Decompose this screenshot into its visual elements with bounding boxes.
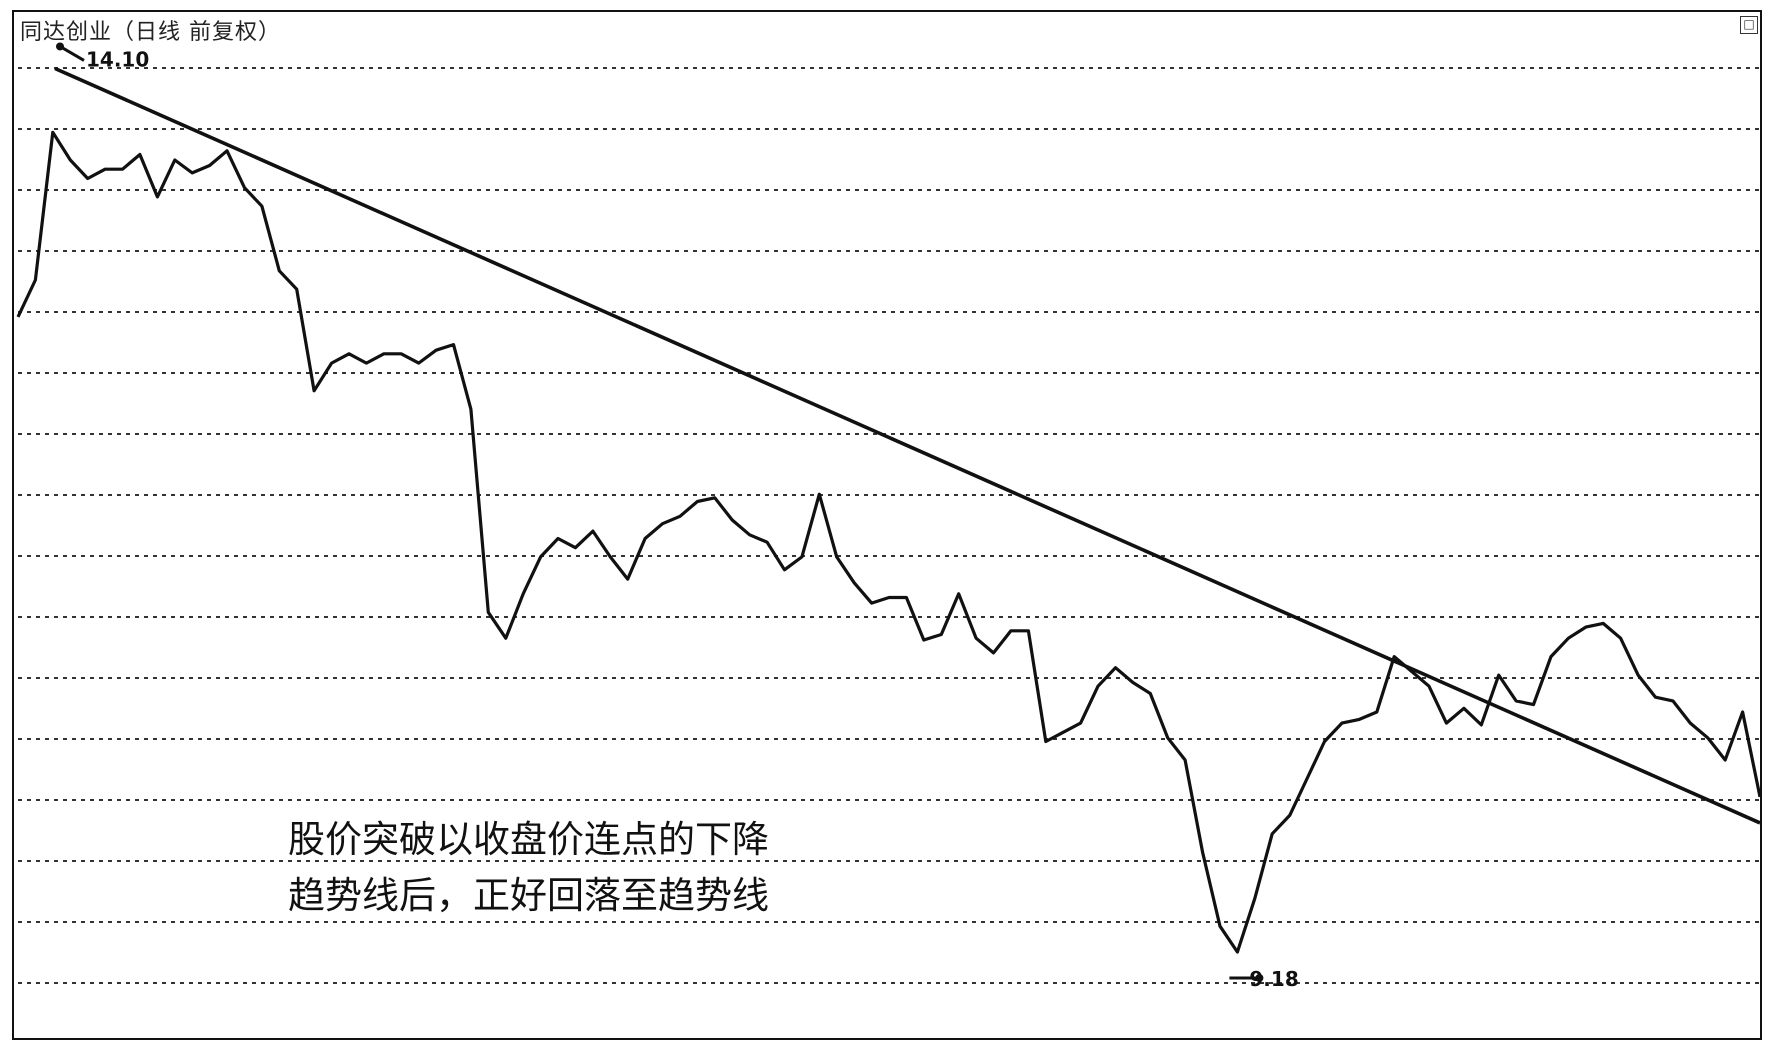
low-marker: 9.18 — [1229, 967, 1299, 991]
grid-lines — [18, 67, 1760, 984]
annotation-line-2: 趋势线后，正好回落至趋势线 — [288, 874, 769, 917]
chart-title: 同达创业（日线 前复权） — [20, 20, 281, 45]
high-marker-arrow — [59, 45, 85, 62]
low-marker-label: 9.18 — [1249, 967, 1298, 991]
high-marker: 14.10 — [56, 42, 149, 71]
annotation-line-1: 股价突破以收盘价连点的下降 — [288, 818, 769, 861]
maximize-button[interactable]: □ — [1740, 16, 1758, 34]
trend-line — [54, 66, 1761, 825]
high-marker-label: 14.10 — [86, 47, 149, 71]
annotation-text: 股价突破以收盘价连点的下降 趋势线后，正好回落至趋势线 — [288, 812, 769, 924]
chart-frame — [12, 10, 1762, 1040]
price-series-line — [16, 130, 1762, 954]
